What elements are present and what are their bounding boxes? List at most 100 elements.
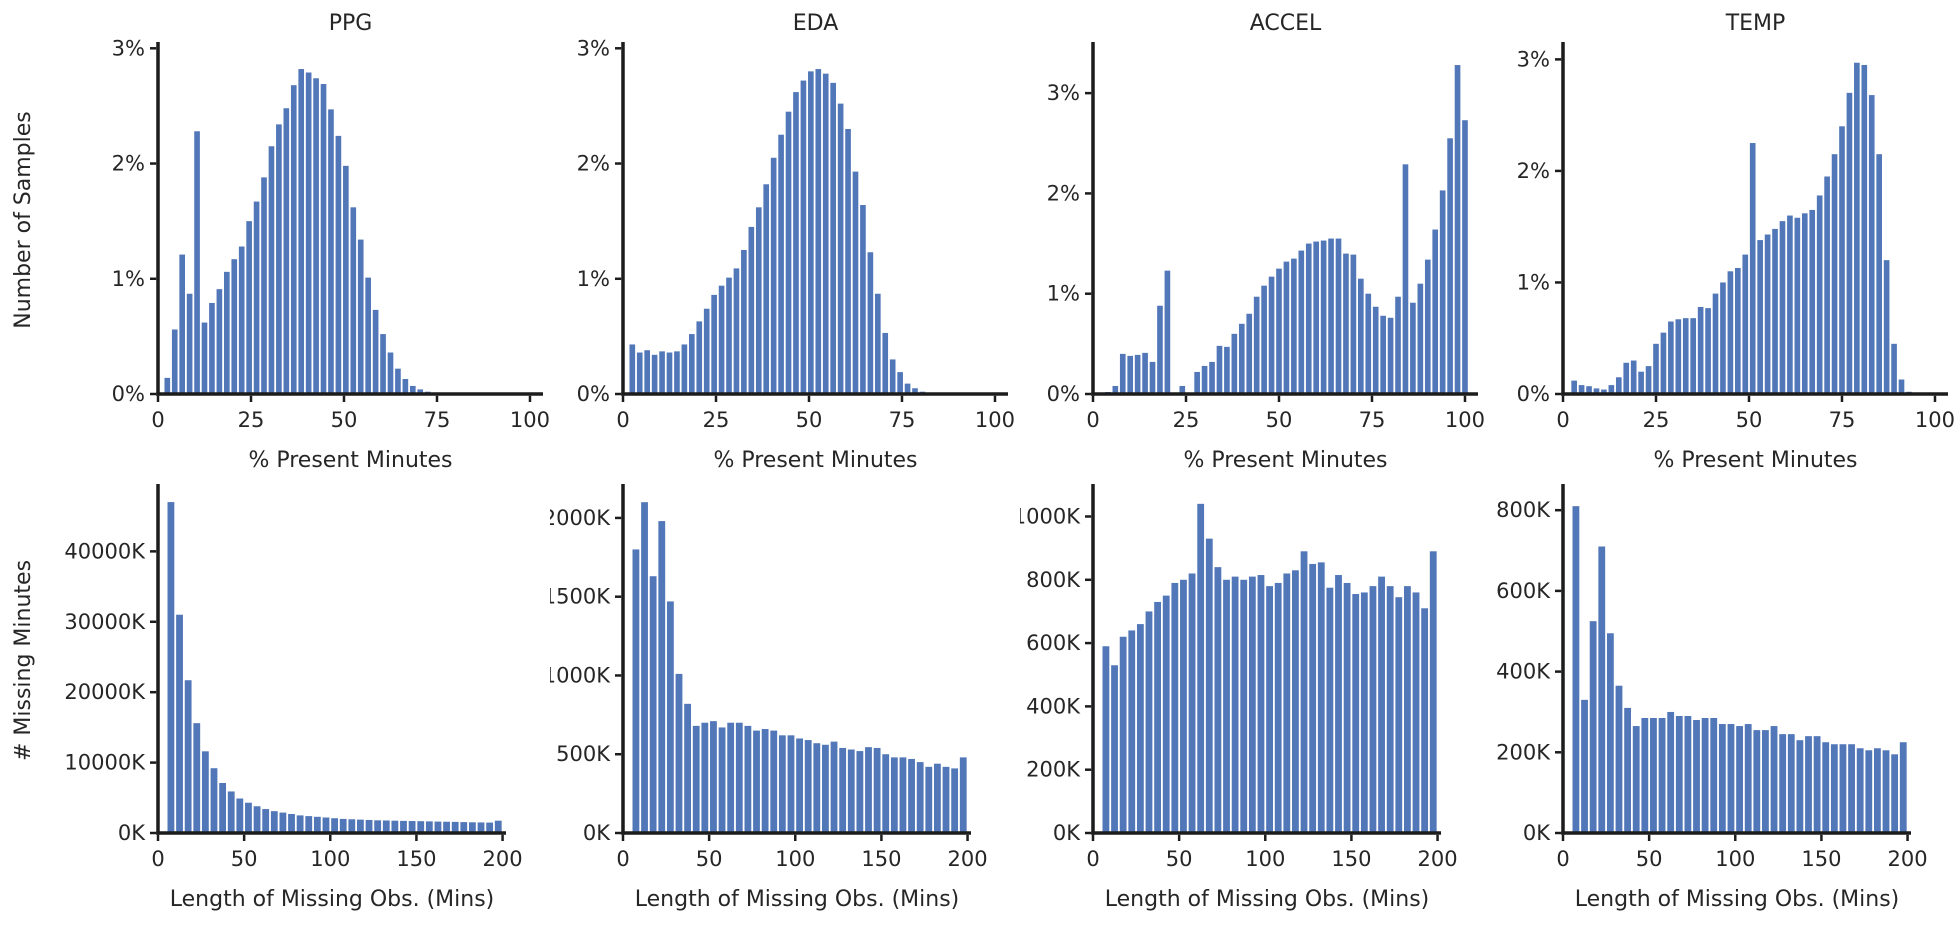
bar [744,725,752,833]
bar [860,205,866,394]
bar [1824,176,1830,394]
bar [209,302,215,394]
bar [227,791,235,833]
bar [313,78,319,394]
bar [1684,715,1692,833]
bar [904,383,911,394]
bar [1822,742,1830,833]
bar [1787,215,1793,394]
bar [666,352,673,394]
x-tick-label: 100 [1245,847,1285,871]
bar [387,352,394,394]
y-tick-label: 200K [1026,758,1081,782]
x-tick-label: 100 [975,408,1015,432]
bar [1697,307,1704,394]
x-tick-label: 150 [1801,847,1841,871]
bar [890,757,898,833]
bar [916,762,924,833]
bar [753,730,760,833]
bar [1712,293,1719,394]
bar [290,85,297,395]
x-tick-label: 0 [1556,408,1569,432]
bar [1447,138,1453,394]
bar [1660,332,1667,394]
x-tick-label: 50 [1166,847,1193,871]
x-tick-label: 0 [1086,847,1099,871]
y-tick-label: 0K [1053,821,1081,845]
y-tick-label: 0% [577,382,610,406]
bar [348,819,356,833]
bar [1868,95,1875,394]
bar [262,809,270,833]
bar [1350,254,1357,394]
bar [380,334,386,394]
bar [741,249,747,394]
x-tick-label: 50 [696,847,723,871]
bar [224,271,230,394]
bar [1372,306,1379,394]
bar [350,207,357,394]
y-tick-label: 500K [556,742,611,766]
bar [1854,62,1860,394]
bar [1154,601,1162,833]
bar [1650,718,1657,833]
bar [486,822,494,833]
bar [171,329,178,394]
bar [391,820,399,833]
bar [1601,389,1607,394]
bar [201,322,208,394]
bar [644,350,650,394]
bar [830,741,838,833]
bar [1658,718,1666,833]
bar [469,822,476,833]
bar [179,254,185,394]
chart-ppg-missing-minutes: 0 50 100 150 200 0K 10000K 20000K 30000K 40000K Le… [0,478,550,930]
chart-title: EDA [793,11,839,36]
bar [1291,258,1297,394]
bar [1861,64,1868,395]
bar [651,354,658,394]
y-tick-label: 0% [1047,382,1080,406]
bar [1839,744,1847,833]
chart-accel-missing-minutes: 0 50 100 150 200 0K 200K 400K 600K 800K 1000K Lengt… [1020,478,1490,930]
y-tick-label: 800K [1496,498,1551,522]
chart-accel-present-minutes: 0 25 50 75 100 0% 1% 2% 3% ACCEL % Present Minutes [1020,0,1490,478]
y-axis-label: Number of Samples [11,111,36,329]
bar [434,821,442,833]
y-tick-label: 3% [577,36,610,60]
bar [1606,633,1614,833]
x-tick-label: 75 [1829,408,1856,432]
bar [755,207,762,394]
y-axis-label: # Missing Minutes [11,560,36,761]
bar [1749,143,1756,394]
bar [477,822,485,833]
bar [1794,217,1801,394]
chart-title: TEMP [1725,11,1786,36]
bar [1690,318,1697,394]
bar [339,818,347,833]
bar [1142,352,1148,394]
y-tick-label: 20000K [64,680,146,704]
bar [959,757,967,833]
bar [193,723,201,833]
bar [1127,355,1134,394]
bar [942,766,950,833]
bar [1369,586,1377,833]
bar [1876,154,1882,394]
bar [701,722,709,833]
bar [1770,726,1778,833]
bar [796,738,803,833]
bar [408,821,416,833]
bar [1736,726,1743,833]
bar [1417,283,1424,394]
bar [1779,734,1787,833]
chart-eda-missing-minutes: 0501001502000K500K1000K1500K2000KLength … [550,478,1020,930]
bar [305,816,313,833]
x-axis-label: % Present Minutes [1183,448,1387,473]
bar [176,614,183,833]
bar [1179,385,1186,394]
bar [1735,267,1741,394]
bar [1343,582,1351,833]
x-tick-label: 50 [1736,408,1763,432]
bar [382,820,390,833]
